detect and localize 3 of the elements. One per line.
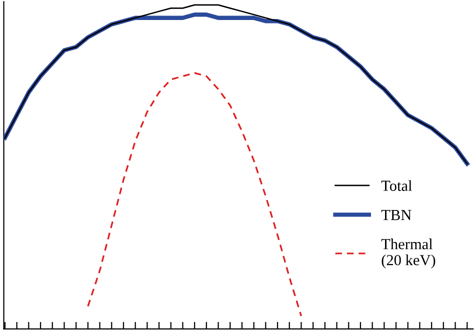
legend-label: TBN [381, 210, 412, 220]
legend-label: Total [381, 180, 412, 191]
legend-label: Thermal (20 keV) [381, 238, 436, 268]
